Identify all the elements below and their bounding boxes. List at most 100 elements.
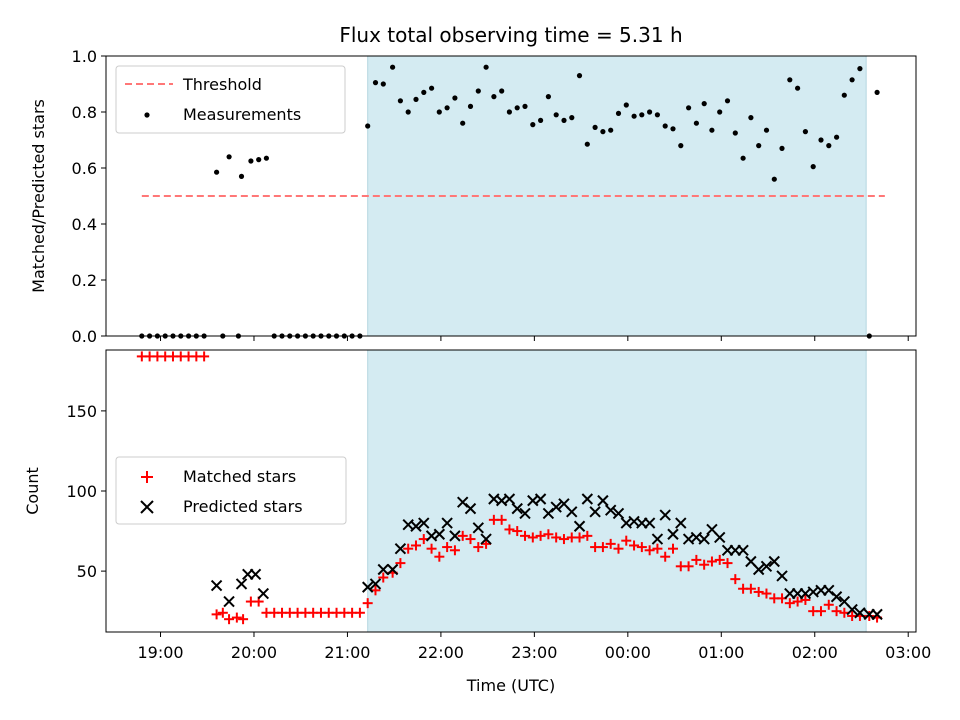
measurement-point: [256, 157, 262, 163]
measurement-point: [390, 64, 396, 70]
matched-stars-point: [426, 543, 437, 554]
matched-stars-point: [362, 598, 373, 609]
measurement-point: [365, 123, 371, 129]
matched-stars-point: [496, 514, 507, 525]
predicted-stars-point: [361, 581, 374, 593]
predicted-stars-point: [573, 520, 586, 532]
measurement-point: [248, 158, 254, 164]
predicted-stars-point: [210, 579, 223, 592]
predicted-stars-point: [597, 494, 609, 507]
predicted-stars-point: [464, 502, 477, 515]
measurement-point: [584, 141, 590, 147]
matched-stars-point: [403, 543, 414, 554]
legend-predicted-label: Predicted stars: [183, 497, 303, 516]
top-y-tick-label: 1.0: [72, 47, 97, 66]
predicted-stars-point: [830, 591, 843, 603]
predicted-stars-point: [511, 502, 523, 515]
matched-stars-point: [473, 542, 484, 553]
measurement-point: [538, 117, 544, 123]
measurement-point: [452, 95, 458, 101]
measurement-point: [421, 89, 427, 95]
measurement-point: [522, 103, 528, 109]
measurement-point: [654, 112, 661, 118]
top-legend: Threshold Measurements: [115, 65, 346, 134]
predicted-stars-point: [752, 563, 765, 576]
matched-stars-point: [831, 606, 842, 617]
matched-stars-point: [574, 532, 585, 543]
top-y-axis-label: Matched/Predicted stars: [29, 99, 48, 293]
matched-stars-point: [761, 588, 772, 599]
matched-stars-point: [395, 558, 406, 569]
measurement-point: [647, 109, 653, 115]
measurement-point: [491, 94, 497, 100]
matched-stars-point: [211, 609, 222, 620]
measurement-point: [857, 66, 863, 72]
matched-stars-point: [706, 556, 717, 567]
matched-stars-point: [442, 542, 453, 553]
legend-measurements-swatch: [144, 112, 150, 118]
measurement-point: [553, 112, 559, 118]
matched-stars-point: [792, 596, 803, 607]
matched-stars-point: [527, 532, 538, 543]
predicted-stars-point: [235, 578, 248, 590]
matched-stars-point: [224, 614, 235, 625]
measurement-point: [592, 124, 598, 130]
matched-stars-point: [217, 607, 228, 618]
predicted-stars-point: [449, 530, 461, 542]
predicted-stars-point: [418, 517, 430, 529]
predicted-stars-point: [854, 607, 866, 619]
measurement-point: [834, 134, 840, 140]
measurement-point: [561, 117, 567, 123]
matched-stars-point: [668, 543, 678, 554]
matched-stars-point: [520, 530, 531, 541]
measurement-point: [795, 85, 801, 91]
measurement-point: [717, 109, 723, 115]
matched-stars-point: [753, 586, 764, 597]
measurement-point: [740, 155, 746, 161]
measurement-point: [810, 164, 816, 170]
predicted-stars-point: [534, 493, 547, 505]
matched-stars-point: [558, 534, 569, 545]
measurement-point: [763, 127, 770, 133]
matched-stars-point: [504, 524, 515, 535]
predicted-stars-point: [604, 504, 617, 516]
measurement-point: [226, 154, 232, 160]
matched-stars-point: [551, 532, 562, 543]
top-y-tick-label: 0.6: [72, 159, 97, 178]
matched-stars-point: [410, 540, 421, 551]
x-tick-label: 00:00: [605, 643, 651, 662]
matched-stars-point: [449, 545, 460, 556]
measurement-point: [662, 123, 668, 129]
predicted-stars-point: [257, 587, 270, 600]
measurement-point: [693, 120, 700, 126]
bottom-legend: Matched stars Predicted stars: [115, 456, 347, 525]
legend-matched-label: Matched stars: [183, 467, 296, 486]
measurement-point: [499, 88, 505, 94]
matched-stars-point: [784, 598, 795, 609]
top-y-tick-label: 0.4: [72, 215, 97, 234]
measurement-point: [429, 85, 435, 91]
measurement-point: [802, 129, 809, 135]
measurement-point: [771, 176, 777, 182]
measurement-point: [631, 113, 637, 119]
measurement-point: [849, 77, 855, 83]
matched-stars-point: [354, 607, 365, 618]
measurement-point: [639, 112, 645, 118]
measurement-point: [436, 109, 442, 115]
top-panel: 0.0 0.2 0.4 0.6 0.8 1.0 Matched/Predicted sta…: [29, 47, 917, 346]
x-tick-label: 01:00: [698, 643, 744, 662]
matched-stars-point: [238, 614, 249, 625]
predicted-stars-point: [480, 533, 492, 545]
predicted-stars-point: [441, 517, 453, 529]
matched-stars-point: [652, 543, 663, 554]
measurement-point: [841, 92, 847, 98]
x-tick-label: 02:00: [792, 643, 838, 662]
measurement-point: [475, 88, 481, 94]
measurement-point: [530, 122, 536, 128]
legend-threshold-label: Threshold: [182, 75, 262, 94]
matched-stars-point: [481, 538, 492, 549]
matched-stars-point: [512, 526, 523, 537]
matched-stars-point: [800, 594, 811, 605]
measurement-point: [670, 126, 676, 132]
predicted-stars-point: [643, 517, 656, 529]
